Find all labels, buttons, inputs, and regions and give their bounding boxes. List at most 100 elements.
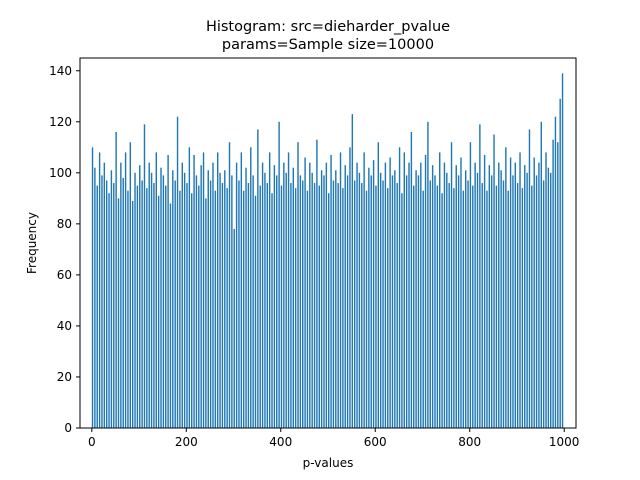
- histogram-bar: [330, 154, 332, 428]
- histogram-bar: [547, 167, 550, 428]
- histogram-bar: [198, 185, 200, 428]
- histogram-bar: [280, 185, 283, 428]
- histogram-bar: [500, 170, 502, 428]
- histogram-bar: [124, 152, 127, 428]
- histogram-bar: [261, 162, 264, 428]
- histogram-bar: [306, 190, 309, 428]
- histogram-bar: [153, 183, 155, 428]
- histogram-bar: [273, 165, 276, 429]
- histogram-bar: [370, 175, 372, 428]
- plot-frame: [79, 57, 577, 429]
- histogram-bar: [450, 142, 453, 428]
- histogram-bar: [472, 185, 474, 428]
- histogram-bar: [235, 162, 238, 428]
- histogram-bar: [302, 180, 304, 428]
- histogram-bar: [264, 172, 266, 428]
- histogram-bar: [434, 175, 436, 428]
- histogram-bar: [101, 175, 103, 428]
- histogram-bar: [493, 134, 495, 429]
- histogram-bar: [96, 185, 98, 428]
- histogram-bar: [542, 180, 545, 428]
- histogram-bar: [216, 152, 219, 428]
- histogram-bar: [169, 203, 172, 428]
- histogram-bar: [292, 167, 294, 428]
- histogram-bar: [238, 180, 240, 428]
- histogram-bar: [368, 167, 370, 428]
- histogram-bar: [455, 165, 457, 429]
- histogram-bar: [207, 170, 209, 428]
- histogram-bar: [226, 188, 228, 428]
- histogram-bar: [528, 129, 531, 428]
- histogram-bar: [417, 175, 420, 428]
- histogram-bar: [408, 162, 410, 428]
- histogram-bar: [488, 165, 491, 429]
- histogram-bar: [413, 185, 415, 428]
- bars-group: [91, 73, 564, 429]
- histogram-bar: [240, 152, 243, 428]
- histogram-bar: [150, 172, 153, 428]
- histogram-bar: [278, 121, 280, 428]
- histogram-bar: [245, 167, 247, 428]
- histogram-bar: [372, 160, 375, 428]
- histogram-bar: [162, 175, 165, 428]
- histogram-bar: [342, 188, 344, 428]
- histogram-bar: [415, 170, 417, 428]
- histogram-bar: [431, 165, 434, 429]
- histogram-bar: [476, 172, 479, 428]
- histogram-bar: [174, 180, 176, 428]
- x-tick-label: 1000: [549, 435, 580, 449]
- histogram-bar: [462, 190, 465, 428]
- y-tick-label: 120: [49, 115, 72, 129]
- histogram-bar: [299, 175, 302, 428]
- histogram-bar: [545, 152, 547, 428]
- histogram-bar: [122, 177, 124, 428]
- histogram-bar: [410, 132, 413, 428]
- histogram-bar: [524, 165, 526, 429]
- histogram-bar: [188, 147, 191, 428]
- histogram-bar: [320, 170, 323, 428]
- histogram-bar: [453, 188, 455, 428]
- histogram-bar: [353, 180, 356, 428]
- histogram-bar: [375, 185, 377, 428]
- histogram-bar: [457, 175, 460, 428]
- histogram-bar: [252, 175, 254, 428]
- histogram-bar: [318, 185, 320, 428]
- histogram-bar: [183, 172, 186, 428]
- histogram-bar: [396, 183, 398, 428]
- histogram-bar: [195, 175, 198, 428]
- histogram-bar: [486, 190, 488, 428]
- histogram-bar: [401, 193, 403, 428]
- histogram-bar: [469, 142, 472, 428]
- histogram-bar: [377, 142, 380, 428]
- histogram-bar: [559, 98, 561, 428]
- histogram-bar: [176, 116, 179, 428]
- histogram-bar: [363, 152, 365, 428]
- histogram-bar: [250, 147, 252, 428]
- histogram-bar: [276, 175, 278, 428]
- histogram-bar: [398, 147, 401, 428]
- histogram-bar: [136, 185, 139, 428]
- histogram-bar: [483, 154, 486, 428]
- histogram-bar: [561, 73, 564, 428]
- histogram-bar: [521, 188, 524, 428]
- histogram-bar: [358, 172, 361, 428]
- histogram-bar: [474, 162, 476, 428]
- histogram-bar: [384, 162, 387, 428]
- histogram-bar: [316, 139, 318, 428]
- histogram-bar: [422, 190, 424, 428]
- histogram-bar: [98, 152, 101, 428]
- histogram-bar: [193, 154, 195, 428]
- y-tick-label: 20: [57, 370, 72, 384]
- histogram-bar: [535, 175, 538, 428]
- histogram-bar: [205, 198, 207, 428]
- histogram-bar: [139, 165, 141, 429]
- histogram-bar: [221, 183, 224, 428]
- histogram-bar: [387, 188, 389, 428]
- histogram-bar: [202, 152, 205, 428]
- histogram-bar: [514, 162, 517, 428]
- histogram-bar: [495, 185, 498, 428]
- histogram-bar: [552, 139, 554, 428]
- histogram-bar: [460, 157, 462, 428]
- histogram-bar: [172, 170, 174, 428]
